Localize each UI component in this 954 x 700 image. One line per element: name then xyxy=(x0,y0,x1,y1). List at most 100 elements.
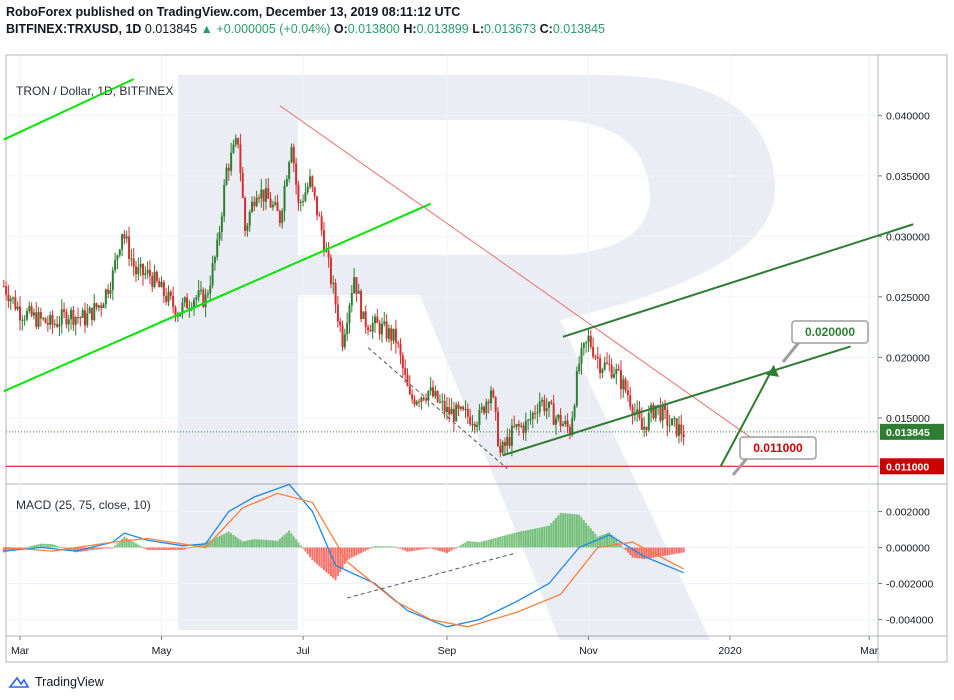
candle-body xyxy=(478,410,481,425)
candle-body xyxy=(227,167,230,171)
callout-pointer xyxy=(731,456,750,476)
candle-body xyxy=(490,390,493,404)
histogram-bar xyxy=(360,547,363,553)
candle-body xyxy=(445,406,448,413)
histogram-bar xyxy=(244,541,247,548)
candle-body xyxy=(46,323,49,325)
candle-body xyxy=(571,418,574,436)
open-value: 0.013800 xyxy=(347,22,400,36)
candle-body xyxy=(88,307,91,314)
histogram-bar xyxy=(313,547,316,563)
candle-body xyxy=(534,412,537,414)
candle-body xyxy=(464,409,467,411)
candle-body xyxy=(107,289,110,294)
candle-body xyxy=(299,201,302,203)
candle-body xyxy=(353,277,356,293)
histogram-bar xyxy=(357,547,360,555)
candle-body xyxy=(53,324,56,326)
candle-body xyxy=(123,234,126,239)
histogram-bar xyxy=(603,534,606,548)
candle-body xyxy=(181,302,184,313)
candle-body xyxy=(65,312,68,325)
histogram-bar xyxy=(582,520,585,548)
histogram-bar xyxy=(515,532,518,548)
candle-body xyxy=(675,418,678,436)
histogram-bar xyxy=(657,547,660,557)
candle-body xyxy=(508,436,511,446)
histogram-bar xyxy=(336,547,339,577)
candle-body xyxy=(629,395,632,407)
candle-body xyxy=(148,269,151,277)
arrow-head xyxy=(766,365,780,377)
candle-body xyxy=(23,319,26,321)
histogram-bar xyxy=(432,547,435,549)
candle-body xyxy=(462,406,465,410)
histogram-bar xyxy=(411,547,414,551)
candle-body xyxy=(413,399,416,405)
histogram-bar xyxy=(209,540,212,548)
candle-body xyxy=(371,323,374,332)
histogram-bar xyxy=(322,547,325,571)
histogram-bar xyxy=(102,547,105,549)
histogram-bar xyxy=(172,547,175,551)
candle-body xyxy=(573,405,576,419)
time-tick-label: Mar xyxy=(860,645,879,657)
candle-body xyxy=(12,297,15,299)
candle-body xyxy=(58,324,61,327)
candle-body xyxy=(422,397,425,400)
macd-line xyxy=(3,483,684,628)
candle-body xyxy=(666,409,669,426)
macd-divergence-line xyxy=(347,552,517,599)
candle-body xyxy=(37,312,40,327)
histogram-bar xyxy=(464,542,467,548)
candle-body xyxy=(411,394,414,400)
candle-body xyxy=(543,399,546,412)
candle-body xyxy=(2,285,5,287)
histogram-bar xyxy=(95,547,98,550)
trend-line xyxy=(279,105,763,447)
candle-body xyxy=(16,306,19,310)
histogram-bar xyxy=(406,547,409,552)
histogram-bar xyxy=(25,546,28,548)
histogram-bar xyxy=(473,541,476,548)
histogram-bar xyxy=(587,525,590,548)
histogram-bar xyxy=(51,544,54,548)
candle-body xyxy=(21,319,24,321)
histogram-bar xyxy=(290,533,293,548)
histogram-bar xyxy=(181,547,184,551)
histogram-bar xyxy=(476,541,479,548)
last-price-label: 0.013845 xyxy=(886,427,930,439)
histogram-bar xyxy=(12,547,15,551)
candle-body xyxy=(30,306,33,316)
candle-body xyxy=(485,401,488,414)
candle-body xyxy=(459,406,462,409)
candle-body xyxy=(74,317,77,325)
histogram-bar xyxy=(517,531,520,548)
candle-body xyxy=(664,405,667,410)
candle-body xyxy=(348,305,351,324)
histogram-bar xyxy=(339,547,342,573)
candle-body xyxy=(606,362,609,364)
histogram-bar xyxy=(668,547,671,555)
candle-body xyxy=(680,424,683,434)
candle-body xyxy=(643,426,646,430)
candle-body xyxy=(135,266,138,275)
histogram-bar xyxy=(28,546,31,548)
candles xyxy=(2,133,685,458)
candle-body xyxy=(237,138,240,145)
histogram-bar xyxy=(213,538,216,548)
candle-body xyxy=(176,316,179,318)
histogram-bar xyxy=(285,532,288,548)
candle-body xyxy=(283,186,286,212)
candle-body xyxy=(659,404,662,421)
histogram-bar xyxy=(374,546,376,548)
histogram-bar xyxy=(550,523,553,548)
target-callout: 0.020000 xyxy=(781,320,869,363)
histogram-bar xyxy=(483,540,486,548)
histogram-bar xyxy=(230,533,233,548)
histogram-bar xyxy=(420,547,423,550)
candle-body xyxy=(538,401,541,413)
histogram-bar xyxy=(269,540,272,548)
candle-body xyxy=(248,212,251,226)
